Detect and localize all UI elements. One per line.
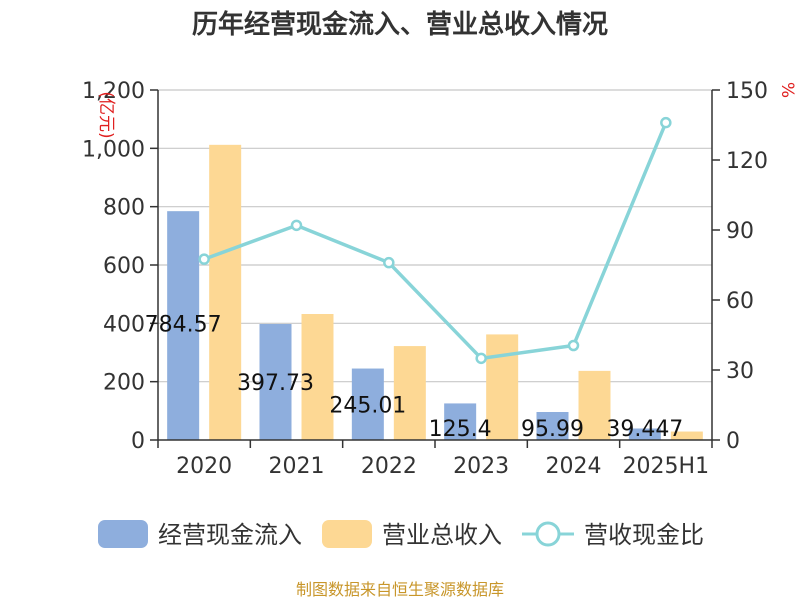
right-tick-label: 30: [726, 359, 754, 384]
data-source: 制图数据来自恒生聚源数据库: [296, 580, 504, 599]
bar-cash-inflow: [167, 211, 200, 440]
bar-total-revenue: [578, 370, 611, 440]
bar-cash-inflow: [628, 428, 661, 440]
ratio-point: [198, 253, 210, 265]
chart-title: 历年经营现金流入、营业总收入情况: [192, 9, 608, 40]
bar-cash-inflow: [351, 368, 384, 440]
data-label-cash-inflow: 784.57: [145, 312, 222, 337]
left-tick-label: 1,000: [82, 137, 145, 162]
left-tick-label: 200: [103, 371, 145, 396]
bar-total-revenue: [209, 144, 242, 441]
data-label-cash-inflow: 397.73: [237, 371, 314, 396]
left-tick-label: 800: [103, 196, 145, 221]
right-tick-label: 0: [726, 429, 740, 454]
legend: 经营现金流入 营业总收入 营收现金比: [98, 520, 704, 549]
left-axis-unit: (亿元): [96, 91, 116, 138]
x-tick-label: 2021: [269, 454, 325, 479]
left-tick-label: 1,200: [82, 79, 145, 104]
right-axis-unit: %: [777, 82, 797, 98]
x-tick-label: 2023: [453, 454, 509, 479]
bar-total-revenue: [486, 334, 519, 440]
bars: [167, 144, 703, 441]
bar-total-revenue: [301, 314, 334, 440]
x-tick-label: 2022: [361, 454, 417, 479]
ratio-point: [383, 256, 395, 269]
legend-swatch-ratio-marker: [535, 521, 561, 547]
x-tick-label: 2020: [176, 454, 232, 479]
left-tick-label: 600: [103, 254, 145, 279]
right-tick-label: 150: [726, 79, 768, 104]
right-tick-label: 60: [726, 289, 754, 314]
left-tick-label: 400: [103, 312, 145, 337]
ratio-point: [475, 352, 487, 365]
legend-label-ratio: 营收现金比: [584, 521, 704, 549]
right-tick-label: 120: [726, 149, 768, 174]
bar-cash-inflow: [444, 403, 477, 440]
ratio-point: [290, 219, 303, 232]
bar-cash-inflow: [259, 323, 292, 440]
axes: 0 200 400 600 800 1,000 1,200 0 30 60 90 120 150 2020…: [82, 79, 768, 479]
ratio-point: [660, 116, 672, 129]
bar-cash-inflow: [536, 412, 569, 440]
legend-label-cash-inflow: 经营现金流入: [158, 521, 302, 549]
data-label-cash-inflow: 245.01: [329, 393, 406, 418]
bar-total-revenue: [393, 346, 426, 440]
legend-swatch-cash-inflow: [98, 520, 148, 548]
grid: [158, 89, 712, 383]
data-labels: 784.57 397.73 245.01 125.4 95.99 39.447: [145, 312, 684, 442]
data-label-cash-inflow: 39.447: [606, 417, 683, 442]
data-label-cash-inflow: 125.4: [429, 417, 492, 442]
bar-total-revenue: [670, 431, 703, 440]
left-tick-label: 0: [131, 429, 145, 454]
ratio-line: [198, 116, 672, 365]
legend-label-total-revenue: 营业总收入: [382, 521, 502, 549]
x-tick-label: 2025H1: [623, 454, 710, 479]
ratio-line-path: [203, 121, 668, 361]
legend-swatch-total-revenue: [322, 520, 372, 548]
right-tick-label: 90: [726, 219, 754, 244]
data-label-cash-inflow: 95.99: [521, 417, 584, 442]
x-tick-label: 2024: [546, 454, 602, 479]
ratio-point: [567, 339, 580, 352]
